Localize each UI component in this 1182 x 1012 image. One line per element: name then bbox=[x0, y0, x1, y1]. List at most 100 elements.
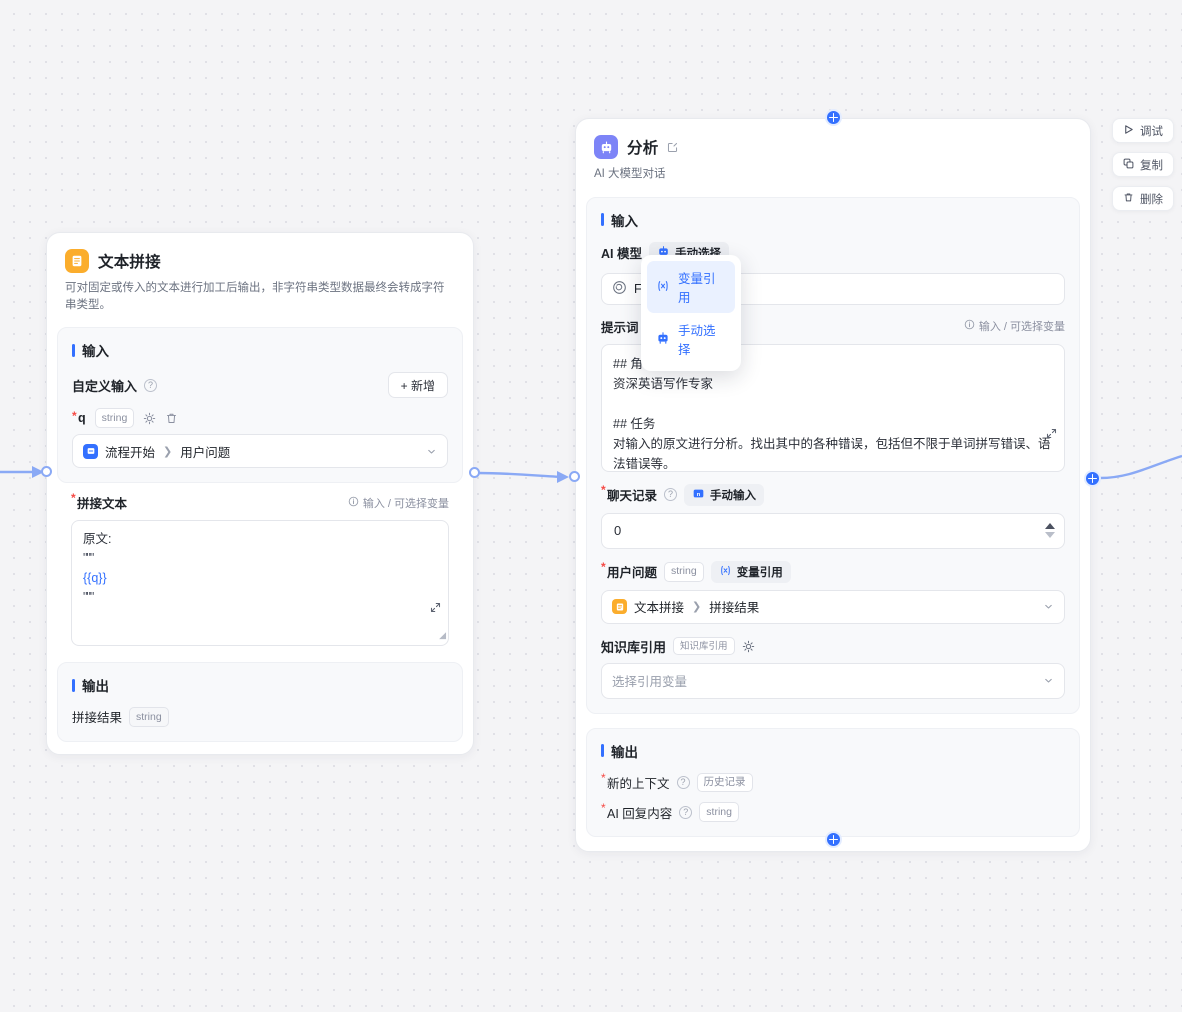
ai-node-input-handle[interactable] bbox=[569, 471, 580, 482]
debug-button[interactable]: 调试 bbox=[1112, 118, 1174, 143]
play-icon bbox=[1123, 124, 1134, 138]
dropdown-item-label: 变量引用 bbox=[678, 272, 716, 305]
expand-icon[interactable] bbox=[402, 581, 441, 639]
section-bar bbox=[72, 343, 75, 357]
chevron-right-icon: ❯ bbox=[163, 445, 173, 458]
expand-icon[interactable] bbox=[1025, 405, 1057, 465]
svg-text:n: n bbox=[697, 492, 701, 498]
edit-icon[interactable] bbox=[667, 142, 678, 153]
output-name: 新的上下文 bbox=[601, 771, 669, 792]
concat-variable: {{q}} bbox=[83, 570, 107, 585]
output-section-title: 输出 bbox=[72, 675, 448, 695]
output-row: AI 回复内容 ? string bbox=[601, 801, 1065, 823]
prompt-hint-label: 输入 / 可选择变量 bbox=[978, 321, 1065, 334]
ai-node-right-handle[interactable] bbox=[1084, 470, 1101, 487]
variable-value-field: 用户问题 bbox=[180, 445, 231, 460]
openai-icon bbox=[612, 280, 627, 298]
concat-label: 拼接文本 bbox=[71, 491, 127, 512]
chevron-down-icon[interactable] bbox=[1043, 601, 1054, 612]
node-ai-analysis[interactable]: 分析 AI 大模型对话 输入 AI 模型 手动选择 F bbox=[575, 118, 1091, 853]
section-bar bbox=[601, 744, 604, 758]
chat-history-value: 0 bbox=[614, 523, 622, 539]
user-question-mode-label: 变量引用 bbox=[736, 566, 783, 579]
robot-icon bbox=[594, 135, 618, 159]
dropdown-item-manual-select[interactable]: 手动选择 bbox=[647, 313, 735, 365]
question-icon: ? bbox=[144, 378, 158, 392]
knowledge-label: 知识库引用 bbox=[601, 639, 667, 655]
concat-hint-label: 输入 / 可选择变量 bbox=[362, 497, 449, 510]
chat-history-input[interactable]: 0 bbox=[601, 512, 1065, 549]
text-node-input-section: 输入 自定义输入 ? + 新增 q string 流程开始 ❯ 用户问题 bbox=[57, 327, 463, 484]
delete-variable-icon[interactable] bbox=[165, 412, 178, 425]
variable-value-node: 流程开始 bbox=[105, 445, 156, 460]
ai-node-bottom-handle[interactable] bbox=[825, 831, 842, 848]
stepper-up-icon[interactable] bbox=[1045, 523, 1055, 530]
stepper-down-icon[interactable] bbox=[1045, 532, 1055, 539]
copy-icon bbox=[1123, 158, 1134, 172]
text-node-output-handle[interactable] bbox=[469, 467, 480, 478]
prompt-value: ## 角色 资深英语写作专家 ## 任务 对输入的原文进行分析。找出其中的各种错… bbox=[613, 356, 1051, 471]
ai-node-top-handle[interactable] bbox=[825, 109, 842, 126]
question-icon: ? bbox=[679, 805, 693, 819]
ai-output-section: 输出 新的上下文 ? 历史记录 AI 回复内容 ? string bbox=[586, 727, 1080, 838]
node-toolbar: 调试 复制 删除 bbox=[1112, 118, 1174, 211]
user-question-value-field: 拼接结果 bbox=[709, 601, 760, 616]
dropdown-item-variable-reference[interactable]: 变量引用 bbox=[647, 261, 735, 313]
copy-button[interactable]: 复制 bbox=[1112, 152, 1174, 177]
copy-label: 复制 bbox=[1140, 159, 1163, 172]
section-bar bbox=[601, 213, 604, 227]
question-icon: ? bbox=[676, 776, 690, 790]
user-question-label: 用户问题 bbox=[601, 560, 657, 581]
ai-node-header: 分析 AI 大模型对话 bbox=[576, 119, 1090, 183]
number-icon: n bbox=[692, 487, 705, 503]
output-section-label: 输出 bbox=[611, 744, 638, 760]
chevron-down-icon[interactable] bbox=[426, 446, 437, 457]
chat-history-label: 聊天记录 bbox=[601, 483, 657, 504]
output-row: 拼接结果 string bbox=[72, 707, 448, 727]
number-stepper[interactable] bbox=[1045, 518, 1055, 544]
output-section-title: 输出 bbox=[601, 741, 1065, 761]
add-input-button[interactable]: + 新增 bbox=[387, 372, 448, 399]
concat-hint: 输入 / 可选择变量 bbox=[348, 495, 449, 511]
knowledge-chip: 知识库引用 bbox=[673, 637, 735, 656]
delete-button[interactable]: 删除 bbox=[1112, 186, 1174, 211]
user-question-type-chip: string bbox=[664, 561, 704, 582]
output-type-chip: 历史记录 bbox=[696, 772, 753, 793]
gear-icon[interactable] bbox=[742, 640, 755, 653]
ai-model-name: F bbox=[634, 281, 642, 296]
user-question-value-node: 文本拼接 bbox=[634, 601, 685, 616]
custom-input-label: 自定义输入 bbox=[72, 378, 138, 394]
prompt-label: 提示词 bbox=[601, 320, 639, 335]
info-icon bbox=[348, 496, 359, 510]
output-row: 新的上下文 ? 历史记录 bbox=[601, 771, 1065, 793]
dropdown-item-label: 手动选择 bbox=[678, 324, 716, 357]
input-section-label: 输入 bbox=[82, 344, 109, 360]
chevron-down-icon[interactable] bbox=[1043, 675, 1054, 686]
user-question-mode-tag[interactable]: 变量引用 bbox=[710, 560, 791, 583]
chat-history-mode-tag[interactable]: n 手动输入 bbox=[684, 483, 765, 506]
concat-line-4: """ bbox=[83, 590, 94, 605]
ai-model-mode-dropdown[interactable]: 变量引用 手动选择 bbox=[641, 255, 741, 371]
variable-value-select[interactable]: 流程开始 ❯ 用户问题 bbox=[72, 434, 448, 469]
output-section-label: 输出 bbox=[82, 679, 109, 695]
gear-icon[interactable] bbox=[143, 412, 156, 425]
concat-line-1: 原文: bbox=[83, 532, 112, 547]
prompt-hint: 输入 / 可选择变量 bbox=[964, 318, 1065, 334]
variable-name: q bbox=[72, 409, 85, 425]
output-type-chip: string bbox=[129, 707, 169, 727]
concat-textarea[interactable]: 原文: """ {{q}} """ ◢ bbox=[71, 520, 449, 647]
variable-icon bbox=[656, 279, 670, 296]
knowledge-placeholder: 选择引用变量 bbox=[612, 675, 688, 690]
ai-model-label: AI 模型 bbox=[601, 247, 642, 262]
output-type-chip: string bbox=[699, 802, 739, 823]
robot-icon bbox=[656, 331, 670, 348]
text-node-input-handle[interactable] bbox=[41, 466, 52, 477]
concat-line-2: """ bbox=[83, 551, 94, 566]
node-text-concat[interactable]: 文本拼接 可对固定或传入的文本进行加工后输出，非字符串类型数据最终会转成字符串类… bbox=[46, 232, 474, 755]
text-node-title: 文本拼接 bbox=[98, 254, 161, 271]
knowledge-select[interactable]: 选择引用变量 bbox=[601, 662, 1065, 699]
input-section-label: 输入 bbox=[611, 213, 638, 229]
chat-history-mode-label: 手动输入 bbox=[710, 489, 757, 502]
user-question-select[interactable]: 文本拼接 ❯ 拼接结果 bbox=[601, 589, 1065, 624]
resize-grip[interactable]: ◢ bbox=[439, 630, 446, 641]
